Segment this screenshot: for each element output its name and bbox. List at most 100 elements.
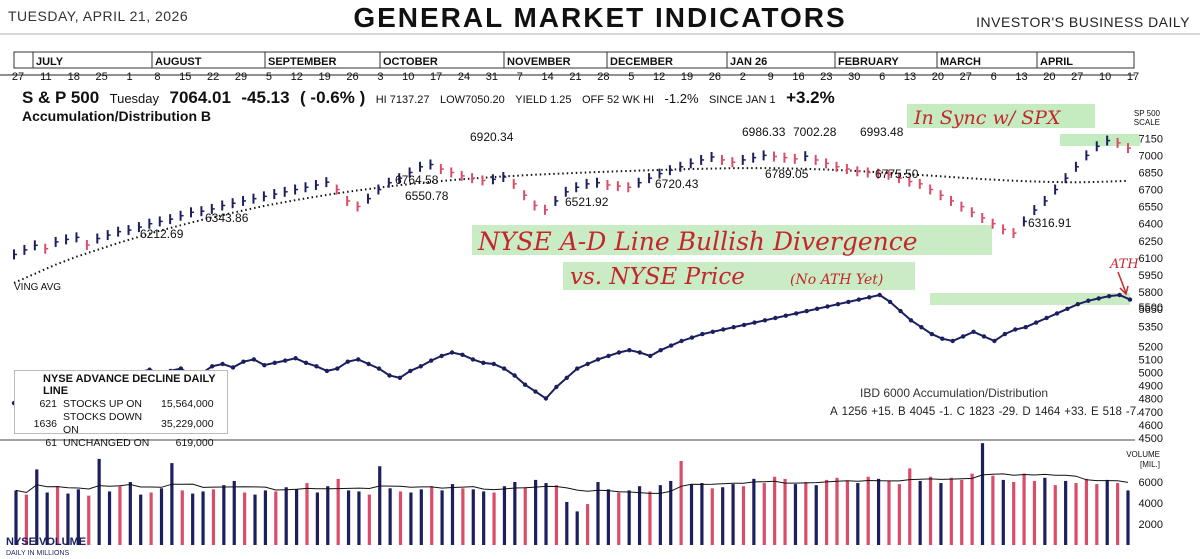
- ad-line-point: [648, 353, 653, 359]
- ad-line-point: [324, 368, 330, 374]
- volume-bar: [908, 468, 912, 545]
- ibd-value: 1823: [968, 406, 995, 418]
- volume-bar: [201, 491, 205, 545]
- day-label: 26: [346, 71, 358, 83]
- price-tick-label: 6250: [1139, 236, 1163, 248]
- volume-bar: [107, 491, 112, 545]
- volume-bar: [55, 486, 60, 545]
- stat-pct: ( -0.6% ): [300, 88, 366, 107]
- day-label: 13: [904, 71, 916, 83]
- ad-line-point: [470, 357, 476, 362]
- ad-line-point: [564, 375, 569, 380]
- volume-bar: [97, 458, 101, 545]
- ad-line-point: [700, 331, 705, 337]
- ad-line-point: [794, 311, 799, 316]
- ad-line-point: [1127, 297, 1133, 302]
- price-tick-label: 5500: [1139, 302, 1163, 314]
- stat-since-value: +3.2%: [786, 88, 835, 107]
- volume-bar: [731, 484, 735, 545]
- month-label: SEPTEMBER: [268, 56, 337, 68]
- volume-bar: [1095, 484, 1099, 545]
- day-label: 6: [991, 71, 997, 83]
- ad-count: 1636: [33, 417, 57, 430]
- ad-line-point: [543, 396, 549, 401]
- ad-line-point: [460, 352, 465, 357]
- day-label: 2: [740, 71, 746, 83]
- day-label: 6: [879, 71, 885, 83]
- ibd-value: A: [830, 406, 838, 418]
- nyse-volume-sublabel: DAILY IN MILLIONS: [6, 550, 69, 557]
- ad-line-point: [376, 366, 382, 371]
- volume-bar: [180, 490, 184, 545]
- volume-bar: [357, 491, 361, 545]
- ad-line-point: [825, 304, 830, 309]
- day-label: 3: [377, 71, 383, 83]
- volume-bar: [648, 491, 652, 545]
- volume-bar: [1105, 479, 1109, 545]
- price-tick-label: 4500: [1139, 433, 1163, 445]
- volume-bar: [689, 484, 694, 545]
- ad-line-point: [1033, 320, 1039, 325]
- price-tick-label: 5100: [1139, 354, 1163, 366]
- volume-bar: [793, 484, 798, 545]
- ibd-value: 1464: [1034, 406, 1061, 418]
- volume-unit-label: VOLUME: [1126, 450, 1160, 459]
- volume-bar: [45, 492, 49, 545]
- ibd-value: +15.: [871, 406, 894, 418]
- ad-line-legend: NYSE ADVANCE DECLINE DAILY LINE 621 STOCK…: [14, 370, 228, 449]
- ad-line-point: [345, 359, 350, 364]
- ad-line-point: [616, 350, 622, 355]
- ad-line-point: [1065, 306, 1070, 311]
- volume-bar: [866, 476, 870, 545]
- annotation-sub2: (No ATH Yet): [790, 272, 883, 288]
- volume-bar: [544, 483, 548, 545]
- day-label: 30: [848, 71, 860, 83]
- ad-line-point: [1002, 331, 1008, 337]
- volume-bar: [918, 480, 922, 545]
- ad-line-point: [783, 313, 789, 318]
- month-label: OCTOBER: [383, 56, 438, 68]
- volume-bar: [66, 493, 70, 545]
- volume-bar: [471, 489, 475, 545]
- ibd-value: +33.: [1064, 406, 1087, 418]
- volume-bar: [24, 494, 28, 545]
- volume-bar: [450, 484, 455, 545]
- volume-tick-label: 2000: [1139, 519, 1163, 531]
- volume-bar: [243, 492, 247, 545]
- day-label: 24: [458, 71, 470, 83]
- volume-bar: [87, 495, 91, 545]
- ad-line-point: [428, 358, 434, 363]
- volume-bar: [721, 487, 725, 545]
- day-label: 20: [1043, 71, 1055, 83]
- volume-bar: [367, 494, 371, 545]
- day-label: 27: [960, 71, 972, 83]
- volume-bar: [845, 480, 850, 545]
- price-tick-label: 6100: [1139, 253, 1163, 265]
- ad-line-point: [1117, 292, 1122, 298]
- header-date: TUESDAY, APRIL 21, 2026: [8, 8, 189, 24]
- day-label: 25: [96, 71, 108, 83]
- ad-line-point: [731, 325, 736, 330]
- ad-line-point: [835, 302, 841, 307]
- day-label: 5: [628, 71, 634, 83]
- annotation-headline: NYSE A-D Line Bullish Divergence: [477, 227, 918, 256]
- ad-line-point: [679, 338, 684, 344]
- price-point-label: 7002.28: [793, 125, 837, 139]
- volume-bar: [263, 490, 268, 545]
- volume-bar: [575, 511, 579, 545]
- publisher-name: INVESTOR'S BUSINESS DAILY: [976, 14, 1190, 30]
- volume-bar: [991, 475, 995, 545]
- day-label: 27: [1071, 71, 1083, 83]
- price-point-label: 6764.58: [395, 173, 439, 187]
- volume-bar: [482, 491, 486, 545]
- ibd-value: -29.: [998, 406, 1019, 418]
- volume-bar: [128, 482, 132, 545]
- volume-bar: [741, 486, 746, 545]
- volume-bar: [700, 483, 704, 545]
- ad-line-point: [554, 384, 559, 390]
- ad-line-point: [804, 308, 809, 314]
- price-tick-label: 6700: [1139, 185, 1163, 197]
- volume-bar: [897, 484, 901, 545]
- volume-bar: [762, 483, 766, 545]
- volume-bar: [211, 489, 216, 545]
